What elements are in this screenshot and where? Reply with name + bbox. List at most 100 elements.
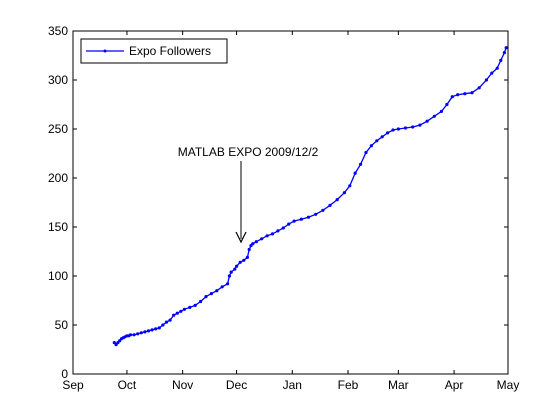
x-tick-label: Oct: [118, 378, 137, 392]
data-point: [254, 240, 258, 244]
data-point: [359, 162, 363, 166]
x-tick-label: Apr: [445, 378, 464, 392]
legend: Expo Followers: [80, 38, 228, 64]
x-tick-label: Jan: [283, 378, 302, 392]
data-point: [161, 323, 165, 327]
data-point: [281, 226, 285, 230]
data-point: [418, 123, 422, 127]
legend-marker-sample: [103, 49, 107, 53]
y-tick-label: 50: [55, 318, 69, 332]
y-tick-label: 200: [48, 171, 68, 185]
data-point: [188, 305, 192, 309]
data-point: [386, 131, 390, 135]
y-tick-label: 150: [48, 220, 68, 234]
data-point: [204, 295, 208, 299]
data-point: [425, 119, 429, 123]
data-point: [157, 326, 161, 330]
data-point: [193, 303, 197, 307]
data-point: [168, 318, 172, 322]
data-point: [369, 144, 373, 148]
data-point: [215, 289, 219, 293]
data-point: [146, 329, 151, 333]
data-point: [260, 237, 264, 241]
data-point: [375, 139, 379, 143]
ticks-layer: 0 50 100 150 200 250 300 350 Sep Oct Nov Dec Jan Feb M…: [48, 24, 519, 392]
data-point: [143, 330, 147, 334]
data-point: [348, 184, 352, 188]
data-point: [353, 171, 357, 175]
x-tick-label: Feb: [338, 378, 359, 392]
data-point: [335, 198, 339, 202]
data-point: [445, 102, 449, 107]
data-point: [235, 264, 239, 268]
data-point: [287, 222, 291, 226]
data-point: [502, 51, 506, 55]
data-point: [226, 282, 230, 286]
data-point: [450, 95, 454, 99]
y-tick-label: 300: [48, 73, 68, 87]
data-point: [495, 66, 499, 70]
data-point: [265, 234, 269, 238]
data-point: [292, 219, 296, 223]
data-point: [132, 333, 136, 337]
x-tick-label: May: [497, 378, 520, 392]
series-layer: [112, 46, 508, 347]
data-point: [391, 128, 395, 132]
data-point: [245, 255, 249, 259]
data-point: [128, 333, 133, 337]
data-point: [432, 114, 436, 118]
data-point: [276, 229, 280, 233]
data-point: [439, 109, 444, 113]
x-tick-label: Mar: [388, 378, 409, 392]
x-tick-label: Dec: [226, 378, 247, 392]
data-point: [477, 86, 481, 90]
data-point: [251, 242, 255, 246]
data-point: [136, 332, 140, 336]
data-point: [179, 309, 183, 313]
data-point: [504, 46, 508, 50]
data-point: [364, 150, 368, 155]
data-point: [199, 299, 203, 304]
y-tick-label: 250: [48, 122, 68, 136]
data-point: [150, 328, 154, 332]
data-point: [242, 258, 246, 262]
y-tick-label: 100: [48, 269, 68, 283]
y-tick-label: 0: [61, 367, 68, 381]
data-point: [182, 307, 186, 311]
data-point: [456, 93, 460, 97]
data-point: [139, 331, 143, 335]
data-point: [238, 260, 242, 264]
data-point: [490, 71, 494, 75]
data-point: [233, 267, 237, 271]
data-point: [299, 217, 303, 221]
data-point: [470, 91, 474, 95]
data-point: [175, 311, 179, 315]
data-point: [403, 126, 408, 130]
data-point: [484, 78, 488, 82]
x-tick-label: Nov: [172, 378, 193, 392]
data-point: [463, 92, 467, 96]
data-point: [328, 203, 332, 207]
annotation-layer: MATLAB EXPO 2009/12/2: [178, 145, 319, 244]
data-point: [154, 327, 158, 331]
data-point: [499, 58, 503, 63]
data-point: [227, 274, 231, 278]
data-point: [314, 212, 318, 216]
annotation-label: MATLAB EXPO 2009/12/2: [178, 145, 319, 159]
data-point: [229, 270, 233, 274]
data-point: [306, 215, 311, 219]
data-point: [164, 320, 169, 324]
data-point: [220, 285, 224, 289]
x-tick-label: Sep: [62, 378, 84, 392]
data-point: [380, 135, 384, 139]
data-point: [411, 125, 415, 129]
axes-box: [72, 30, 509, 375]
annotation-arrowhead: [235, 231, 247, 244]
legend-label: Expo Followers: [129, 44, 211, 58]
y-tick-label: 350: [48, 24, 68, 38]
data-point: [247, 247, 251, 252]
data-point: [321, 208, 325, 212]
data-point: [396, 127, 400, 131]
